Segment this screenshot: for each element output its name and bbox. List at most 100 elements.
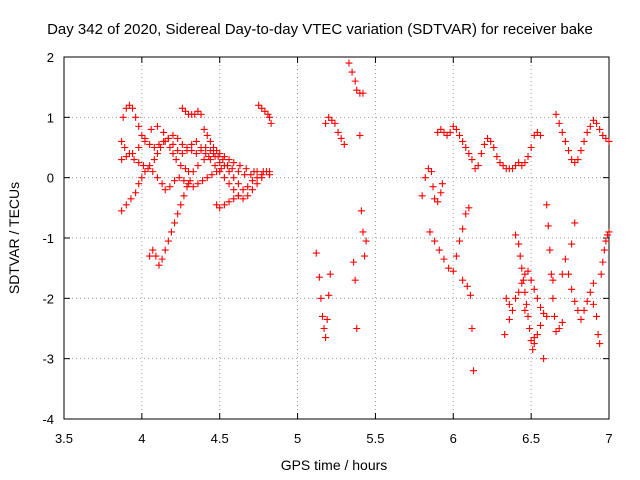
data-point (144, 165, 152, 173)
data-point (220, 174, 228, 182)
data-point (577, 147, 585, 155)
data-point (262, 168, 270, 176)
data-point (216, 159, 224, 167)
data-point (171, 177, 179, 185)
data-point (146, 162, 154, 170)
data-point (437, 125, 445, 133)
data-point (171, 219, 179, 227)
data-point (530, 334, 538, 342)
data-point (194, 107, 202, 115)
data-point (220, 162, 228, 170)
data-point (206, 156, 214, 164)
data-point (211, 162, 219, 170)
data-point (583, 297, 591, 305)
data-point (200, 125, 208, 133)
data-point (522, 300, 530, 308)
data-point (169, 150, 177, 158)
data-point (437, 189, 445, 197)
data-point (323, 315, 331, 323)
data-point (141, 134, 149, 142)
data-point (356, 131, 364, 139)
data-point (429, 183, 437, 191)
data-point (125, 101, 133, 109)
data-point (468, 325, 476, 332)
y-tick-label: 0 (47, 171, 54, 186)
data-point (135, 180, 143, 188)
data-point (147, 125, 155, 133)
data-point (169, 140, 177, 148)
data-point (138, 174, 146, 182)
data-point (248, 186, 256, 194)
data-point (435, 246, 443, 254)
data-point (512, 162, 520, 170)
data-point (250, 168, 258, 176)
data-point (558, 128, 566, 136)
data-point (328, 116, 336, 124)
data-point (211, 153, 219, 161)
data-point (599, 258, 607, 266)
data-point (603, 231, 611, 239)
data-point (361, 252, 369, 260)
data-point (161, 246, 169, 254)
data-point (155, 261, 163, 269)
data-point (530, 340, 538, 348)
data-point (194, 162, 202, 170)
data-point (169, 131, 177, 139)
data-point (152, 252, 160, 260)
data-point (565, 147, 573, 155)
data-point (225, 198, 233, 206)
data-point (456, 237, 464, 245)
data-point (241, 171, 249, 179)
data-point (359, 228, 367, 236)
data-point (205, 153, 213, 161)
data-point (317, 294, 325, 302)
data-point (515, 240, 523, 248)
data-point (138, 131, 146, 139)
data-point (586, 288, 594, 296)
data-point (357, 207, 365, 215)
data-point (166, 144, 174, 151)
data-point (571, 219, 579, 227)
data-point (351, 77, 359, 85)
data-point (135, 144, 143, 151)
data-point (589, 300, 597, 308)
data-point (465, 150, 473, 158)
data-point (181, 107, 189, 115)
data-point (146, 140, 154, 148)
data-point (166, 183, 174, 191)
data-point (540, 309, 548, 317)
data-point (599, 131, 607, 139)
data-point (247, 171, 255, 179)
data-point (426, 228, 434, 236)
data-point (519, 276, 527, 284)
data-point (530, 131, 538, 139)
data-point (337, 134, 345, 142)
data-point (533, 294, 541, 302)
data-point (345, 59, 353, 67)
data-point (547, 270, 555, 278)
data-point (431, 195, 439, 203)
data-point (555, 325, 563, 332)
data-point (353, 86, 361, 94)
data-point (181, 165, 189, 173)
data-point (477, 150, 485, 158)
data-point (244, 183, 252, 191)
data-point (518, 279, 526, 287)
data-point (521, 288, 529, 296)
data-point (518, 162, 526, 170)
data-point (526, 325, 534, 332)
data-point (571, 159, 579, 167)
data-point (480, 140, 488, 148)
data-point (153, 122, 161, 130)
data-point (518, 264, 526, 272)
data-point (565, 270, 573, 278)
data-point (580, 306, 588, 314)
data-point (452, 125, 460, 133)
data-point (185, 180, 193, 188)
data-point (602, 134, 610, 142)
data-point (216, 150, 224, 158)
data-point (350, 258, 358, 266)
data-point (580, 137, 588, 145)
data-point (130, 156, 138, 164)
data-point (440, 255, 448, 263)
